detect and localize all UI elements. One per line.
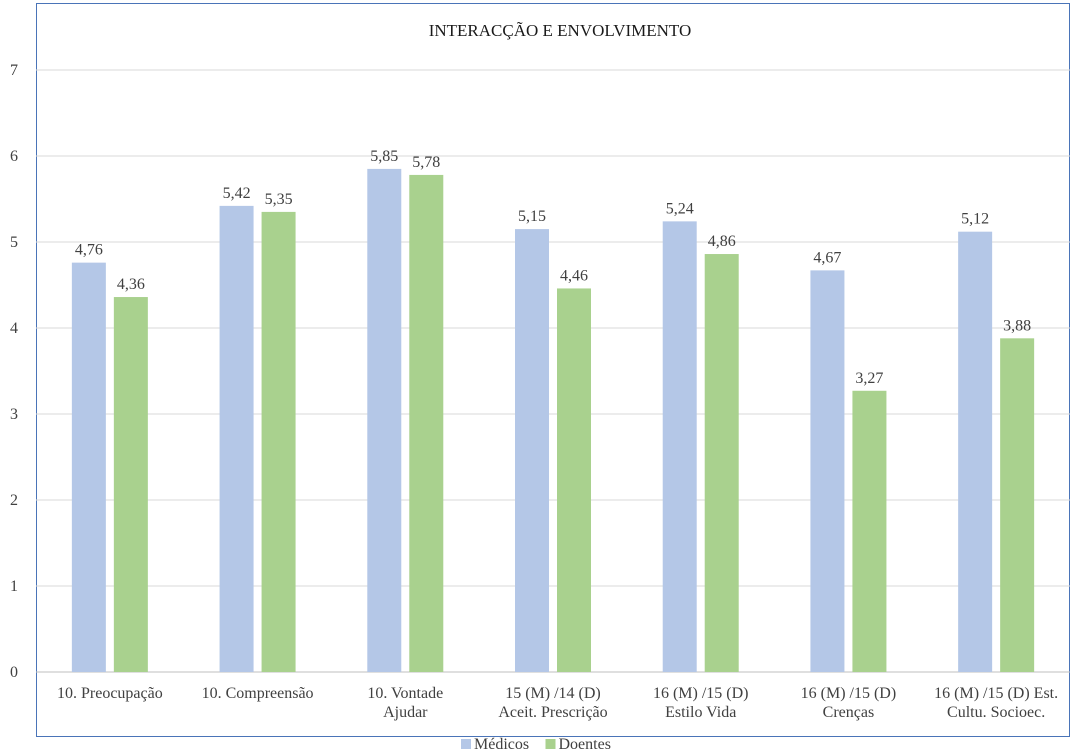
legend-label: Doentes — [559, 736, 611, 753]
gridlines — [36, 69, 1070, 673]
data-label: 5,12 — [961, 211, 989, 228]
bar-doentes-3 — [557, 288, 591, 672]
data-label: 4,46 — [560, 267, 588, 284]
data-label: 5,24 — [666, 200, 694, 217]
y-tick-label: 4 — [10, 320, 18, 337]
x-category-label: 16 (M) /15 (D) Est. Cultu. Socioec. — [934, 685, 1058, 721]
bar-médicos-2 — [367, 168, 402, 672]
data-label: 5,78 — [412, 154, 440, 171]
y-tick-label: 3 — [10, 406, 18, 423]
data-label: 5,85 — [370, 148, 398, 165]
bar-médicos-4 — [662, 221, 697, 673]
x-category-label: 10. Compreensão — [202, 685, 314, 702]
data-labels: 4,76 4,36 5,42 5,35 5,85 5,78 5,15 4,46 5,24 4,86… — [75, 148, 1031, 387]
x-category-label: 10. Vontade Ajudar — [367, 685, 443, 721]
data-label: 3,88 — [1003, 317, 1031, 334]
data-label: 4,76 — [75, 242, 103, 259]
y-tick-label: 6 — [10, 148, 18, 165]
x-axis-categories: 10. Preocupação 10. Compreensão 10. Vontad… — [57, 685, 1058, 721]
data-label: 4,86 — [708, 233, 736, 250]
bars — [71, 168, 1035, 673]
legend-swatch-doentes — [545, 739, 556, 749]
data-label: 4,36 — [117, 276, 145, 293]
x-category-label: 16 (M) /15 (D) Estilo Vida — [653, 685, 749, 721]
legend: Médicos Doentes — [461, 736, 611, 753]
legend-label: Médicos — [474, 736, 529, 753]
bar-doentes-1 — [261, 211, 296, 672]
bar-médicos-1 — [219, 205, 254, 672]
chart-frame — [36, 3, 1070, 737]
y-tick-label: 7 — [10, 62, 18, 79]
x-category-label: 10. Preocupação — [57, 685, 163, 702]
bar-médicos-3 — [515, 229, 549, 672]
bar-doentes-4 — [704, 254, 739, 673]
bar-doentes-2 — [409, 174, 444, 673]
y-tick-label: 2 — [10, 492, 18, 509]
data-label: 3,27 — [855, 370, 883, 387]
x-category-label: 15 (M) /14 (D) Aceit. Prescrição — [498, 685, 607, 721]
bar-médicos-5 — [810, 270, 845, 672]
bar-médicos-0 — [71, 262, 106, 672]
x-category-label: 16 (M) /15 (D) Crenças — [801, 685, 897, 721]
chart-title: INTERACÇÃO E ENVOLVIMENTO — [429, 21, 692, 40]
data-label: 4,67 — [813, 249, 841, 266]
data-label: 5,15 — [518, 208, 546, 225]
y-axis-ticks: 0 1 2 3 4 5 6 7 — [10, 62, 18, 681]
y-tick-label: 0 — [10, 664, 18, 681]
bar-doentes-0 — [113, 297, 148, 672]
y-tick-label: 5 — [10, 234, 18, 251]
data-label: 5,42 — [223, 185, 251, 202]
legend-swatch-médicos — [461, 739, 471, 749]
bar-doentes-6 — [1000, 338, 1035, 672]
y-tick-label: 1 — [10, 578, 18, 595]
bar-doentes-5 — [852, 390, 887, 672]
bar-médicos-6 — [958, 231, 993, 672]
data-label: 5,35 — [265, 191, 293, 208]
